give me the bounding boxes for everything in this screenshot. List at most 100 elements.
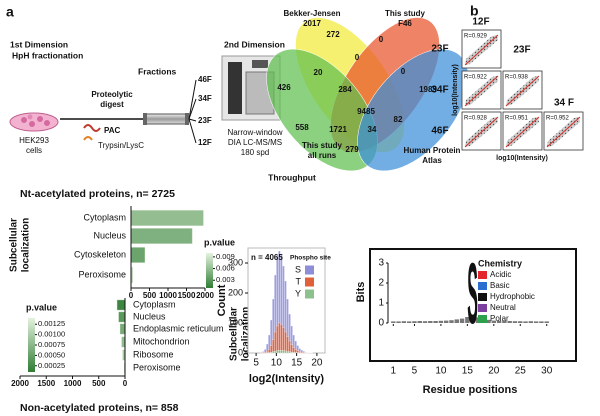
logo-stack: [449, 320, 454, 323]
histogram-bar: [274, 351, 277, 354]
histogram-bar: [286, 336, 289, 354]
histogram-bar: [294, 349, 297, 354]
histogram-bar: [284, 350, 287, 354]
logo-stack: [454, 319, 459, 323]
y-axis-label: localization: [21, 218, 32, 272]
legend-swatch: [478, 315, 487, 323]
logo-stack: [433, 321, 438, 323]
y-axis-label: Subcellular: [229, 307, 240, 361]
cell-dish: [9, 112, 59, 132]
histogram-bar: [292, 347, 295, 354]
histogram-bar: [274, 331, 277, 354]
logo-stack: [518, 321, 523, 323]
venn-set-label: all runs: [308, 151, 337, 160]
column-cap: [143, 113, 147, 125]
cells-label: cells: [26, 146, 42, 155]
x-tick-label: 20: [488, 366, 500, 377]
logo-frame: [369, 248, 577, 362]
annotation: n = 4065: [251, 253, 283, 262]
column-label: 34 F: [554, 98, 574, 109]
x-tick-label: 2000: [11, 379, 29, 388]
color-tick-label: 0.00075: [38, 340, 65, 349]
venn-count: 558: [295, 123, 309, 132]
histogram-bar: [260, 352, 263, 354]
fraction-label: 34F: [198, 94, 212, 103]
category-label: Nucleus: [133, 311, 166, 321]
x-tick-label: 500: [143, 291, 157, 300]
color-tick-label: 0.00025: [38, 361, 65, 370]
histogram-bar: [300, 351, 303, 354]
logo-stack: [459, 318, 465, 323]
y-axis-label: log10(Intensity): [452, 64, 459, 116]
histogram-bar: [292, 352, 295, 354]
color-tick-label: 0.003: [216, 275, 235, 284]
logo-stack: [491, 320, 497, 323]
venn-set-label: This study: [385, 9, 426, 18]
histogram-bar: [278, 350, 281, 354]
venn-count: 0: [401, 67, 406, 76]
histogram-bar: [280, 350, 283, 354]
venn-caption: Throughput: [268, 172, 316, 182]
histogram-bar: [288, 340, 291, 354]
logo-stack: [443, 320, 449, 323]
legend-label: Y: [295, 288, 301, 298]
bar: [130, 247, 145, 263]
column-label: 23F: [513, 45, 530, 56]
legend-label: Neutral: [490, 303, 516, 312]
legend-label: Hydrophobic: [490, 292, 535, 301]
row-label: 23F: [431, 44, 448, 55]
x-tick-label: 5: [253, 358, 259, 369]
panel-label: b: [470, 3, 479, 19]
x-tick-label: 1000: [159, 291, 177, 300]
category-label: Nucleus: [93, 230, 126, 240]
logo-stack: [475, 317, 481, 323]
fraction-label: 46F: [198, 75, 212, 84]
y-tick-label: 1: [378, 298, 384, 309]
legend-title: Phospho site: [290, 255, 331, 262]
color-tick-label: 0.00050: [38, 350, 65, 359]
y-axis-label: Count: [216, 284, 228, 316]
fit-line: [464, 34, 499, 66]
logo-stack: [533, 321, 539, 323]
legend-swatch: [478, 293, 487, 301]
x-axis-label: log10(Intensity): [496, 155, 548, 162]
workflow-label: 180 spd: [241, 148, 269, 157]
logo-stack: [486, 319, 491, 323]
color-tick-label: 0.00125: [38, 319, 65, 328]
legend-swatch: [478, 304, 487, 312]
logo-stack: [417, 321, 422, 323]
histogram-bar: [280, 324, 283, 354]
x-tick-label: 15: [291, 358, 303, 369]
fit-line: [546, 116, 581, 148]
column-cap: [185, 113, 189, 125]
x-tick-label: 30: [541, 366, 553, 377]
r-label: R=0.929: [464, 34, 488, 40]
y-tick-label: 3: [378, 258, 384, 269]
venn-set: [357, 48, 469, 172]
venn-count: 34: [368, 125, 377, 134]
color-bar: [206, 253, 213, 288]
venn-set-label: This study: [302, 141, 343, 150]
workflow-label: 2nd Dimension: [224, 39, 285, 49]
bar: [118, 311, 126, 323]
workflow-label: 1st Dimension: [10, 39, 68, 49]
legend-swatch: [305, 289, 314, 299]
r-label: R=0.938: [505, 75, 529, 81]
venn-count: 9485: [357, 107, 375, 116]
fit-line: [464, 116, 499, 148]
histogram-bar: [270, 345, 273, 354]
color-bar: [28, 318, 35, 372]
category-label: Ribosome: [133, 349, 174, 359]
y-axis-label: localization: [241, 307, 252, 361]
pac-icon: [83, 124, 101, 132]
fraction-lines: [188, 79, 197, 144]
histogram-bar: [268, 349, 271, 354]
venn-count: 426: [277, 83, 291, 92]
y-tick-label: 300: [228, 257, 243, 267]
workflow-label: DIA LC-MS/MS: [228, 138, 282, 147]
legend-label: S: [295, 264, 301, 274]
workflow-label: Trypsin/LysC: [98, 141, 144, 150]
color-tick-label: 0.00100: [38, 330, 65, 339]
histogram-bar: [282, 350, 285, 354]
